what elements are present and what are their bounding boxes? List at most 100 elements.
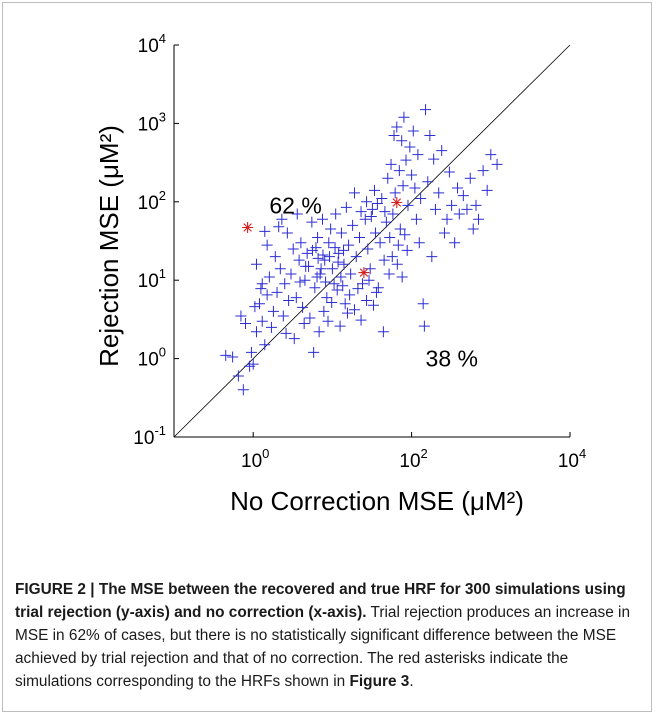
data-point [281,227,293,239]
data-point [331,284,343,296]
data-point [323,237,335,249]
data-point [328,278,340,290]
data-point [393,165,405,177]
data-point [293,254,305,266]
caption-figure-ref: Figure 3 [349,673,410,690]
data-point [312,232,324,244]
caption-label: FIGURE 2 | [15,581,99,598]
data-point [279,278,291,290]
data-point [361,295,373,307]
data-point [335,271,347,283]
data-point [433,187,445,199]
data-point [355,314,367,326]
data-point [441,213,453,225]
data-point [300,260,312,272]
data-point [259,339,271,351]
data-point [314,268,326,280]
data-point [380,216,392,228]
data-point [354,232,366,244]
data-point [398,111,410,123]
data-point [348,187,360,199]
data-point [338,258,350,270]
data-point [345,268,357,280]
data-point [326,263,338,275]
data-point [383,268,395,280]
data-point [291,208,303,220]
data-point [363,274,375,286]
data-point [370,286,382,298]
data-point [429,203,441,215]
data-point [386,251,398,263]
data-point [391,121,403,133]
data-point [424,130,436,142]
data-point [271,286,283,298]
data-point [413,237,425,249]
data-point [337,280,349,292]
data-point [285,268,297,280]
data-point [402,199,414,211]
data-point [415,193,427,205]
data-point [470,199,482,211]
data-point [485,149,497,161]
data-point [436,145,448,157]
data-point [388,130,400,142]
data-point [361,196,373,208]
data-point [276,213,288,225]
annotation: 62 % [269,192,321,218]
data-point [273,221,285,233]
data-point [227,351,239,363]
data-point [371,198,383,210]
y-tick-label: 103 [138,109,166,135]
data-point [446,199,458,211]
data-point [288,333,300,345]
data-point [249,301,261,313]
y-axis-title: Rejection MSE (μM²) [94,125,124,367]
data-point [340,201,352,213]
data-point [277,310,289,322]
data-point [372,282,384,294]
identity-line [173,44,571,438]
data-point [290,292,302,304]
x-tick-label: 100 [241,446,269,472]
data-point [412,149,424,161]
scatter-plot: 10-1 100 101 102 103 104 100 102 104 62 % 38 % No C… [94,31,586,516]
data-point [396,271,408,283]
data-point [283,295,295,307]
data-point [449,237,461,249]
data-point [329,242,341,254]
data-point [389,187,401,199]
data-point [235,310,247,322]
data-point [256,315,268,327]
data-point [344,289,356,301]
data-point [253,298,265,310]
x-tick-label: 104 [558,446,586,472]
data-point [274,263,286,275]
data-point [355,206,367,218]
data-point [366,203,378,215]
annotation: 38 % [426,346,478,372]
data-point [301,247,313,259]
data-point [295,237,307,249]
data-point [410,213,422,225]
data-point [313,326,325,338]
data-point [417,298,429,310]
data-point [397,180,409,192]
data-point [306,216,318,228]
data-point [337,244,349,256]
data-point [387,208,399,220]
y-tick-label: 102 [138,188,166,214]
data-point [352,283,364,295]
data-point [477,165,489,177]
chart: 10-1 100 101 102 103 104 100 102 104 62 % 38 % No C… [94,31,586,516]
data-point [315,263,327,275]
data-point [404,141,416,153]
data-point [365,210,377,222]
data-point [261,239,273,251]
data-point [294,276,306,288]
data-point [330,208,342,220]
data-point [452,182,464,194]
data-point [457,190,469,202]
data-point [325,223,337,235]
data-point [374,237,386,249]
